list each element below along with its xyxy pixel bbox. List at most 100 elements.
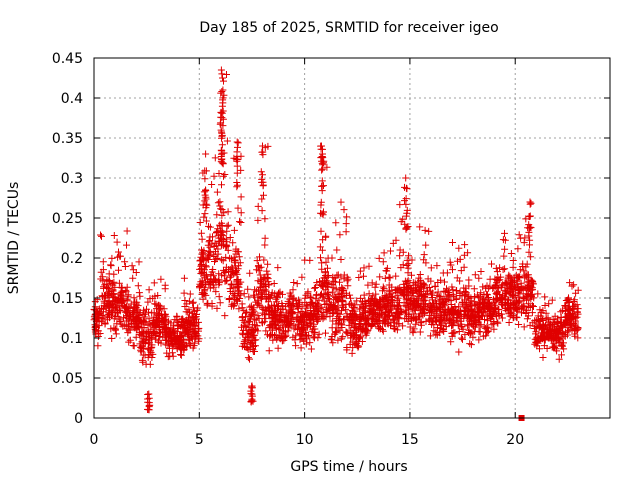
data-point [437, 300, 445, 308]
data-point [396, 201, 404, 209]
data-point [450, 309, 458, 317]
data-point [218, 132, 226, 140]
y-tick-label: 0.35 [52, 131, 83, 147]
data-point [113, 238, 121, 246]
data-point [206, 223, 214, 231]
data-point [507, 275, 515, 283]
data-point [447, 338, 455, 346]
data-point [317, 227, 325, 235]
data-point [167, 319, 175, 327]
data-point [482, 295, 490, 303]
data-point [481, 316, 488, 323]
data-point [460, 263, 468, 271]
data-point [528, 286, 536, 294]
data-point [216, 202, 224, 210]
data-point [196, 280, 204, 288]
data-point [488, 260, 495, 268]
data-point [253, 266, 261, 274]
data-point [237, 209, 245, 217]
data-point [406, 323, 414, 331]
data-point [318, 166, 326, 174]
data-point [369, 295, 376, 303]
data-point [217, 66, 225, 74]
data-point [111, 325, 119, 333]
data-point [289, 286, 297, 294]
data-point [150, 279, 158, 287]
data-point [397, 264, 405, 272]
data-point [330, 292, 338, 300]
data-point [226, 254, 234, 262]
data-point [111, 309, 119, 317]
data-point [100, 283, 107, 291]
data-point [418, 292, 425, 300]
data-point [219, 122, 227, 130]
data-point [176, 332, 184, 340]
data-point [342, 228, 350, 236]
data-point [194, 304, 202, 312]
data-point [233, 277, 241, 285]
data-point [475, 274, 483, 282]
data-point [188, 320, 196, 328]
data-point [320, 290, 328, 298]
data-point [264, 270, 272, 278]
data-point [134, 282, 142, 290]
data-point [123, 283, 131, 291]
data-point [117, 320, 125, 328]
data-point [524, 284, 532, 292]
data-point [469, 333, 477, 341]
data-point [256, 253, 263, 261]
data-point [343, 277, 351, 285]
data-point [439, 326, 447, 334]
data-point [449, 266, 456, 274]
data-point [514, 299, 522, 307]
data-point [186, 290, 194, 298]
data-point [319, 293, 327, 301]
data-point [238, 323, 245, 331]
data-point [563, 317, 570, 325]
data-point [392, 289, 400, 297]
data-point [389, 316, 397, 324]
data-point [98, 312, 106, 319]
data-point [430, 321, 438, 329]
data-point [234, 204, 242, 212]
data-point [257, 263, 265, 271]
data-point [173, 317, 181, 325]
data-point [248, 397, 256, 405]
data-point [443, 269, 451, 277]
data-point [307, 294, 315, 302]
data-point [387, 296, 395, 304]
data-point [372, 280, 380, 288]
data-point [355, 321, 363, 329]
data-point [218, 181, 225, 189]
data-point [293, 280, 301, 288]
y-tick-label: 0.25 [52, 211, 83, 227]
data-point [483, 323, 491, 331]
data-point [260, 256, 268, 264]
data-point [173, 344, 181, 352]
data-point [421, 293, 429, 300]
data-point [313, 306, 321, 314]
data-point [492, 264, 500, 272]
data-point [293, 300, 301, 308]
data-point [209, 266, 217, 273]
data-point [427, 264, 435, 272]
data-point [132, 333, 140, 341]
data-point [329, 317, 337, 325]
data-point [366, 301, 374, 309]
data-point [441, 316, 449, 324]
data-point [218, 109, 226, 117]
data-point [200, 213, 208, 221]
data-point [521, 234, 529, 242]
data-point [411, 279, 419, 287]
data-point [270, 301, 278, 309]
data-point [310, 328, 318, 336]
data-point [471, 313, 479, 321]
data-point [304, 288, 312, 296]
data-point [95, 327, 102, 335]
data-point [525, 300, 533, 308]
data-point [309, 333, 317, 341]
data-point [216, 299, 224, 307]
data-point [555, 325, 563, 333]
data-point [215, 270, 223, 278]
data-point [513, 314, 521, 322]
